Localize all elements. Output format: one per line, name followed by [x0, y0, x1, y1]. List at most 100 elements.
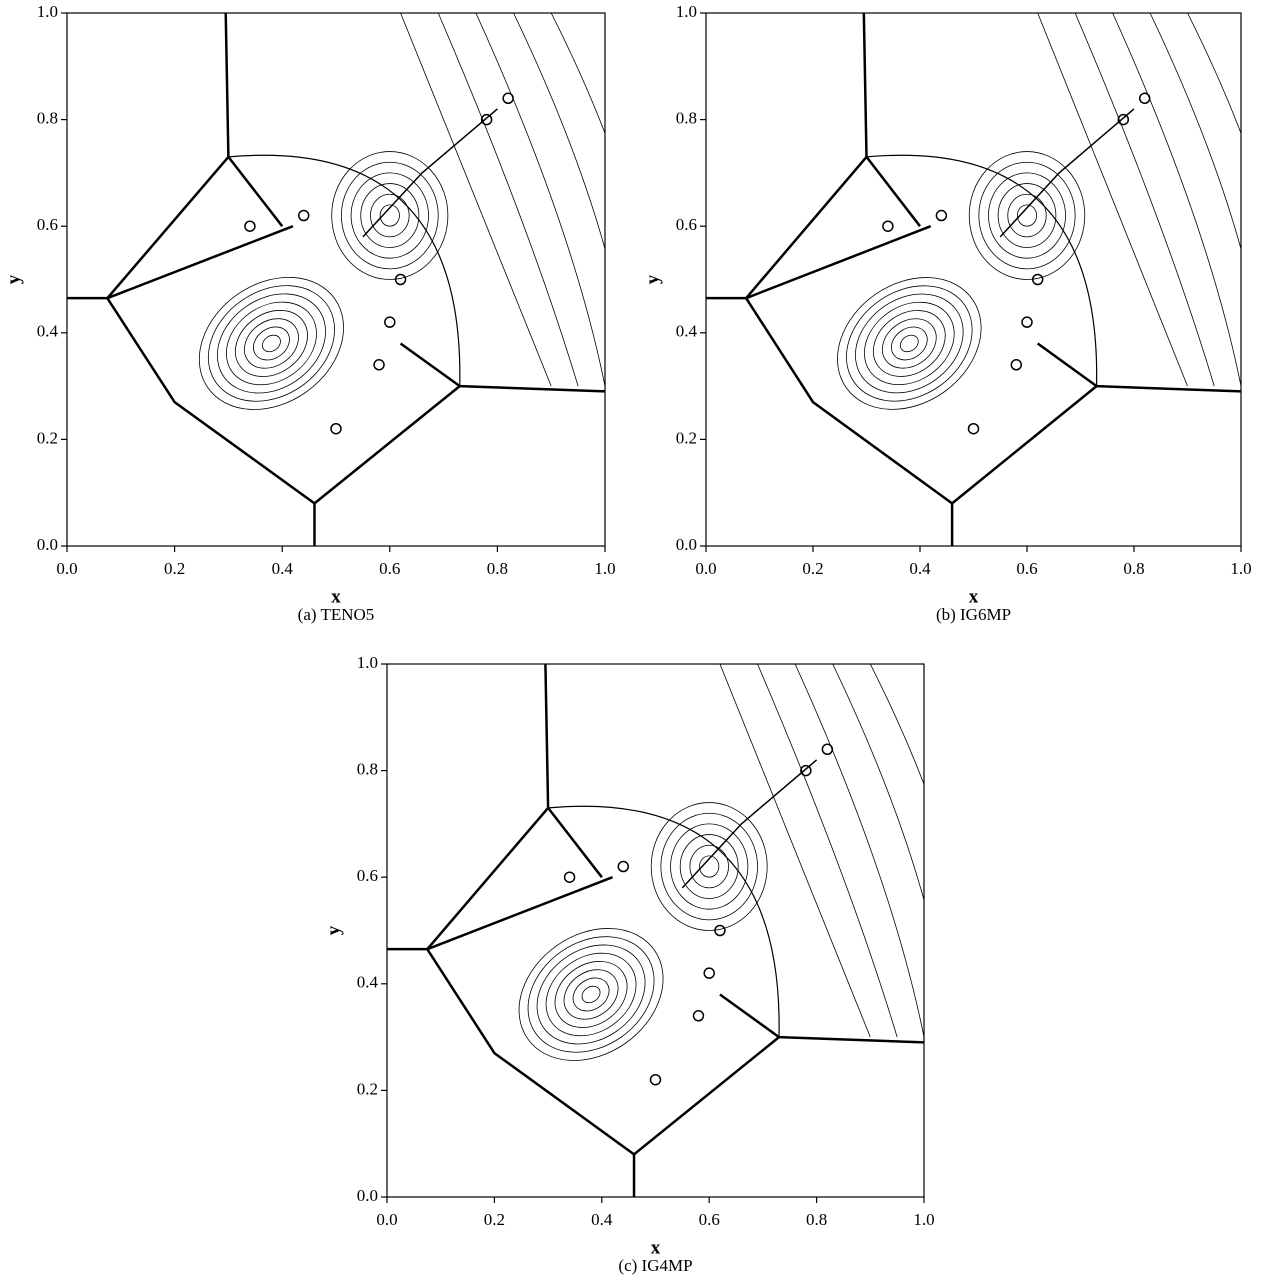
x-tick-label: 0.8	[1123, 559, 1144, 578]
x-tick-label: 0.6	[379, 559, 400, 578]
vortex	[967, 422, 980, 435]
contour-line	[331, 151, 449, 280]
vortex	[800, 764, 812, 777]
x-tick-label: 0.2	[164, 559, 185, 578]
y-tick-label: 0.0	[676, 535, 697, 554]
contour-line	[1074, 13, 1215, 387]
contour-line	[1112, 13, 1241, 387]
x-tick-label: 0.4	[272, 559, 294, 578]
y-axis-label: y	[3, 274, 24, 284]
caption: (a) TENO5	[298, 605, 375, 624]
vortex	[502, 92, 514, 105]
contour-line	[719, 664, 871, 1038]
contour-line	[379, 204, 400, 227]
y-tick-label: 0.2	[676, 428, 697, 447]
contour-line	[475, 13, 605, 387]
shock-line	[399, 342, 461, 388]
contour-line	[527, 936, 655, 1053]
shock-line	[547, 807, 603, 878]
contour-line	[563, 969, 619, 1020]
contour-line	[550, 13, 605, 135]
contour-line	[536, 944, 646, 1045]
contact-arc	[548, 805, 780, 1038]
vortex	[394, 273, 407, 286]
plot-frame	[66, 12, 606, 547]
shock-line	[865, 156, 921, 227]
vortex	[714, 924, 726, 937]
x-tick-label: 0.0	[695, 559, 716, 578]
shock-line	[1096, 384, 1241, 393]
contour-line	[243, 318, 299, 369]
contour-line	[198, 276, 344, 410]
contact-arc	[228, 154, 461, 387]
x-axis-label: x	[331, 586, 341, 607]
vortex	[882, 220, 894, 232]
vortex	[1117, 113, 1130, 126]
contact-arc	[866, 154, 1098, 387]
contour-line	[757, 664, 898, 1038]
x-tick-label: 1.0	[913, 1210, 934, 1229]
y-tick-label: 0.6	[37, 215, 58, 234]
y-tick-label: 0.4	[676, 322, 698, 341]
contour-line	[968, 151, 1086, 280]
y-tick-label: 0.2	[37, 428, 58, 447]
shock-line	[719, 993, 780, 1039]
contour-line	[873, 310, 946, 377]
contour-field	[67, 13, 605, 546]
contour-line	[794, 664, 924, 1038]
contour-line	[1007, 193, 1047, 238]
contour-line	[581, 985, 601, 1004]
contour-line	[864, 301, 955, 386]
contour-line	[360, 183, 420, 248]
shock-line	[745, 225, 932, 300]
contour-line	[545, 952, 637, 1037]
y-tick-label: 0.4	[357, 973, 379, 992]
y-tick-label: 1.0	[357, 653, 378, 672]
vortex	[384, 316, 396, 328]
contour-line	[988, 172, 1066, 259]
contour-line	[234, 310, 308, 377]
contour-line	[846, 285, 973, 402]
contour-line	[350, 172, 429, 259]
caption: (b) IG6MP	[936, 605, 1011, 624]
slip-line	[681, 759, 818, 889]
y-tick-label: 0.8	[357, 760, 378, 779]
vortex	[1138, 92, 1151, 105]
x-tick-label: 0.0	[56, 559, 77, 578]
y-tick-label: 1.0	[676, 2, 697, 21]
contour-line	[689, 844, 729, 889]
vortex	[617, 860, 630, 873]
contour-line	[899, 334, 919, 353]
vortex	[1031, 273, 1044, 286]
contour-line	[1016, 204, 1038, 227]
shock-line	[426, 948, 635, 1156]
shock-line	[633, 1036, 780, 1156]
vortex	[373, 359, 385, 371]
x-tick-label: 0.6	[699, 1210, 720, 1229]
contour-line	[340, 161, 439, 270]
shock-line	[778, 1035, 924, 1044]
slip-line	[362, 108, 498, 238]
shock-line	[106, 225, 294, 300]
shock-line	[459, 384, 605, 393]
contour-line	[518, 928, 664, 1061]
y-tick-label: 0.8	[37, 109, 58, 128]
shock-line	[227, 156, 284, 227]
contour-line	[855, 293, 964, 394]
contour-line	[670, 823, 749, 910]
y-tick-label: 0.6	[357, 866, 378, 885]
y-axis-label: y	[323, 925, 344, 935]
y-tick-label: 0.0	[357, 1186, 378, 1205]
slip-line	[999, 108, 1135, 238]
shock-line	[544, 664, 550, 808]
y-tick-label: 0.0	[37, 535, 58, 554]
shock-line	[951, 385, 1098, 505]
contour-line	[1037, 13, 1188, 387]
contour-line	[1187, 13, 1241, 135]
y-tick-label: 1.0	[37, 2, 58, 21]
y-tick-label: 0.4	[37, 322, 59, 341]
x-tick-label: 0.0	[376, 1210, 397, 1229]
shock-line	[224, 13, 230, 157]
contour-line	[225, 301, 317, 386]
